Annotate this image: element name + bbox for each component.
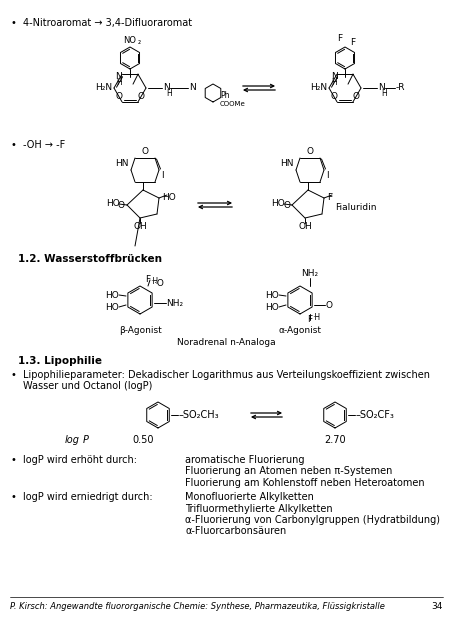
Text: Monofluorierte Alkylketten: Monofluorierte Alkylketten (185, 492, 314, 502)
Text: Fluorierung an Atomen neben π-Systemen: Fluorierung an Atomen neben π-Systemen (185, 467, 392, 477)
Text: •: • (10, 492, 16, 502)
Text: ·H: ·H (312, 314, 320, 323)
Text: H: H (331, 77, 337, 86)
Text: HO: HO (265, 303, 279, 312)
Text: HO: HO (162, 193, 176, 202)
Text: OH: OH (298, 222, 312, 231)
Text: ·H: ·H (150, 278, 158, 287)
Text: log: log (65, 435, 80, 445)
Text: N: N (331, 72, 337, 81)
Text: I: I (161, 172, 164, 180)
Text: O: O (283, 200, 290, 209)
Text: β-Agonist: β-Agonist (119, 326, 161, 335)
Text: O: O (118, 200, 125, 209)
Text: aromatische Fluorierung: aromatische Fluorierung (185, 455, 304, 465)
Text: HN: HN (280, 159, 294, 168)
Text: –SO₂CH₃: –SO₂CH₃ (179, 410, 220, 420)
Text: O: O (325, 301, 332, 310)
Text: HO: HO (105, 291, 119, 300)
Text: Lipophilieparameter: Dekadischer Logarithmus aus Verteilungskoeffizient zwischen: Lipophilieparameter: Dekadischer Logarit… (23, 370, 430, 380)
Text: N: N (163, 83, 170, 93)
Text: O: O (307, 147, 313, 156)
Text: -R: -R (396, 83, 405, 93)
Text: Ph: Ph (220, 92, 230, 100)
Text: HN: HN (116, 159, 129, 168)
Text: H: H (166, 88, 172, 97)
Text: F: F (351, 38, 356, 47)
Text: HO: HO (106, 200, 120, 209)
Text: N: N (189, 83, 196, 93)
Text: F: F (327, 193, 332, 202)
Text: NH₂: NH₂ (301, 269, 318, 278)
Text: ₂: ₂ (138, 37, 141, 46)
Text: –SO₂CF₃: –SO₂CF₃ (356, 410, 395, 420)
Text: 34: 34 (432, 602, 443, 611)
Text: F: F (308, 316, 313, 324)
Text: α-Agonist: α-Agonist (279, 326, 322, 335)
Text: H: H (116, 77, 122, 86)
Text: α-Fluorcarbonsäuren: α-Fluorcarbonsäuren (185, 527, 286, 536)
Text: α-Fluorierung von Carbonylgruppen (Hydratbildung): α-Fluorierung von Carbonylgruppen (Hydra… (185, 515, 440, 525)
Text: O: O (138, 92, 145, 101)
Text: •: • (10, 140, 16, 150)
Text: 1.2. Wasserstoffbrücken: 1.2. Wasserstoffbrücken (18, 254, 162, 264)
Text: O: O (331, 92, 337, 101)
Text: HO: HO (265, 291, 279, 300)
Text: H₂N: H₂N (95, 83, 112, 93)
Text: Trifluormethylierte Alkylketten: Trifluormethylierte Alkylketten (185, 504, 333, 513)
Text: O: O (116, 92, 122, 101)
Text: NH₂: NH₂ (166, 300, 183, 308)
Text: F: F (337, 34, 342, 43)
Text: HO: HO (271, 200, 285, 209)
Text: P: P (83, 435, 89, 445)
Text: F: F (145, 275, 150, 285)
Text: •: • (10, 370, 16, 380)
Text: I: I (326, 172, 328, 180)
Text: 1.3. Lipophilie: 1.3. Lipophilie (18, 356, 102, 366)
Text: COOMe: COOMe (220, 101, 246, 107)
Text: N: N (116, 72, 122, 81)
Text: 0.50: 0.50 (132, 435, 154, 445)
Text: Wasser und Octanol (logΡ): Wasser und Octanol (logΡ) (23, 381, 152, 391)
Text: Noradrenal n-Analoga: Noradrenal n-Analoga (177, 338, 275, 347)
Text: N: N (378, 83, 385, 93)
Text: logΡ wird erniedrigt durch:: logΡ wird erniedrigt durch: (23, 492, 153, 502)
Text: P. Kirsch: Angewandte fluororganische Chemie: Synthese, Pharmazeutika, Flüssigkr: P. Kirsch: Angewandte fluororganische Ch… (10, 602, 385, 611)
Text: Fluorierung am Kohlenstoff neben Heteroatomen: Fluorierung am Kohlenstoff neben Heteroa… (185, 478, 424, 488)
Text: HO: HO (105, 303, 119, 312)
Text: •: • (10, 18, 16, 28)
Text: logΡ wird erhöht durch:: logΡ wird erhöht durch: (23, 455, 137, 465)
Text: -OH → -F: -OH → -F (23, 140, 65, 150)
Text: Fialuridin: Fialuridin (335, 204, 376, 212)
Text: •: • (10, 455, 16, 465)
Text: OH: OH (133, 222, 147, 231)
Text: 4-Nitroaromat → 3,4-Difluoraromat: 4-Nitroaromat → 3,4-Difluoraromat (23, 18, 192, 28)
Text: H: H (381, 88, 387, 97)
Text: O: O (141, 147, 149, 156)
Text: NO: NO (124, 36, 136, 45)
Text: H₂N: H₂N (310, 83, 327, 93)
Text: ·O: ·O (154, 280, 164, 289)
Text: 2.70: 2.70 (324, 435, 346, 445)
Text: O: O (352, 92, 360, 101)
